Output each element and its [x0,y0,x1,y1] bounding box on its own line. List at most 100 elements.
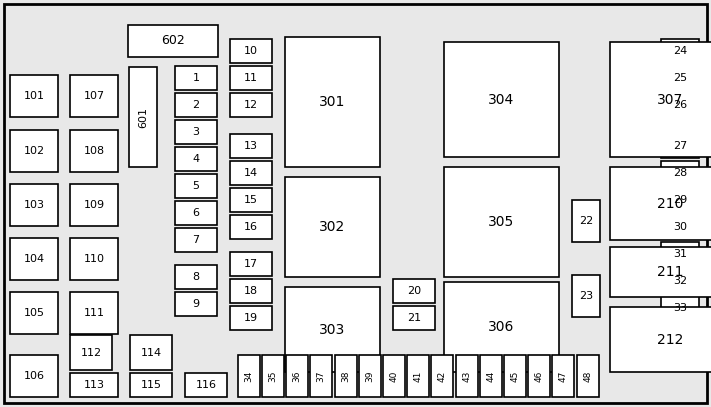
Bar [70,292,118,334]
Text: 38: 38 [341,370,351,382]
Text: 106: 106 [23,371,45,381]
Bar [393,279,435,303]
Bar [444,282,559,372]
Text: 31: 31 [673,249,687,259]
Text: 35: 35 [269,370,277,382]
Bar [286,355,308,397]
Bar [262,355,284,397]
Bar [661,242,699,266]
Bar [285,37,380,167]
Bar [129,67,157,167]
Bar [572,200,600,242]
Text: 8: 8 [193,272,200,282]
Text: 304: 304 [488,92,515,107]
Bar [610,167,711,240]
Bar [431,355,453,397]
Text: 26: 26 [673,100,687,110]
Bar [70,184,118,226]
Bar [128,25,218,57]
Text: 46: 46 [535,370,543,382]
Bar [10,184,58,226]
Text: 1: 1 [193,73,200,83]
Text: 210: 210 [657,197,683,210]
Text: 33: 33 [673,303,687,313]
Text: 19: 19 [244,313,258,323]
Text: 4: 4 [193,154,200,164]
Bar [70,130,118,172]
Text: 211: 211 [657,265,683,279]
Text: 45: 45 [510,370,520,382]
Bar [10,130,58,172]
Text: 7: 7 [193,235,200,245]
Bar [10,75,58,117]
Bar [10,238,58,280]
Bar [393,306,435,330]
Bar [456,355,478,397]
Text: 305: 305 [488,215,515,229]
Text: 306: 306 [488,320,515,334]
Text: 6: 6 [193,208,200,218]
Text: 110: 110 [83,254,105,264]
Bar [577,355,599,397]
Bar [230,161,272,185]
Bar [175,66,217,90]
Bar [175,292,217,316]
Bar [230,252,272,276]
Bar [661,296,699,320]
Bar [230,66,272,90]
Bar [661,161,699,185]
Text: 112: 112 [80,348,102,357]
Bar [383,355,405,397]
Bar [661,215,699,239]
Text: 48: 48 [584,370,592,382]
Bar [661,134,699,158]
Bar [70,335,112,370]
Text: 102: 102 [23,146,45,156]
Text: 104: 104 [23,254,45,264]
Text: 23: 23 [579,291,593,301]
Text: 302: 302 [319,220,346,234]
Bar [70,373,118,397]
Text: 108: 108 [83,146,105,156]
Bar [230,134,272,158]
Bar [504,355,526,397]
Text: 36: 36 [292,370,301,382]
Bar [230,279,272,303]
Text: 17: 17 [244,259,258,269]
Text: 10: 10 [244,46,258,56]
Text: 3: 3 [193,127,200,137]
Text: 107: 107 [83,91,105,101]
Text: 307: 307 [657,92,683,107]
Text: 116: 116 [196,380,217,390]
Bar [175,228,217,252]
Bar [661,93,699,117]
Text: 113: 113 [83,380,105,390]
Text: 115: 115 [141,380,161,390]
Text: 103: 103 [23,200,45,210]
Bar [70,75,118,117]
Text: 18: 18 [244,286,258,296]
Text: 24: 24 [673,46,687,56]
Bar [230,188,272,212]
Text: 44: 44 [486,370,496,382]
Text: 32: 32 [673,276,687,286]
Bar [10,292,58,334]
Text: 9: 9 [193,299,200,309]
Text: 109: 109 [83,200,105,210]
Text: 2: 2 [193,100,200,110]
Text: 303: 303 [319,322,346,337]
Bar [480,355,502,397]
Text: 21: 21 [407,313,421,323]
Bar [444,167,559,277]
Bar [175,174,217,198]
Bar [610,247,711,297]
Bar [185,373,227,397]
Bar [175,93,217,117]
Text: 14: 14 [244,168,258,178]
Text: 12: 12 [244,100,258,110]
Bar [661,188,699,212]
Bar [407,355,429,397]
Text: 5: 5 [193,181,200,191]
Bar [444,42,559,157]
Bar [528,355,550,397]
